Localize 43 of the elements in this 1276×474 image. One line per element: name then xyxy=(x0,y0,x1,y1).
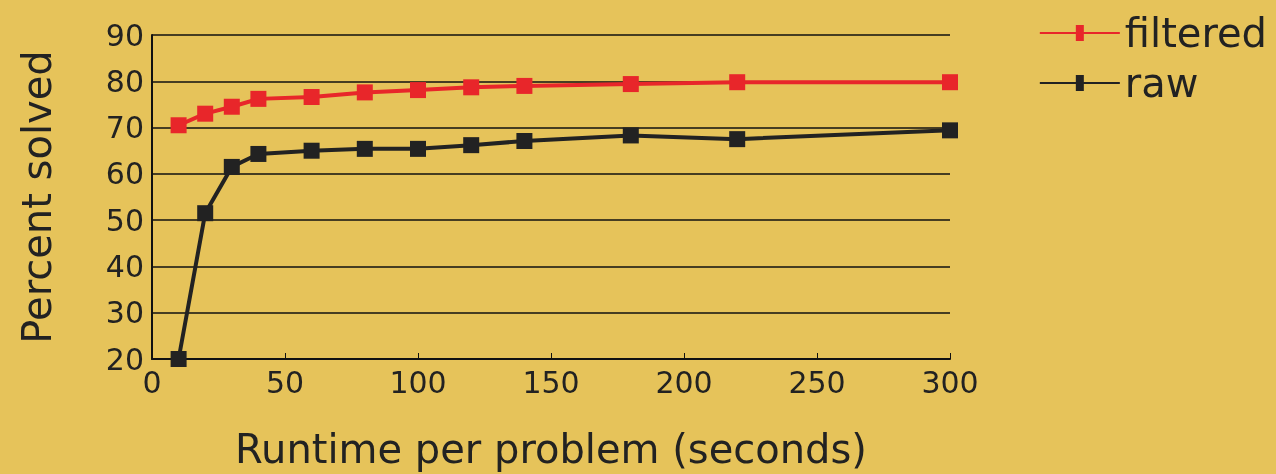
point xyxy=(410,82,426,99)
point xyxy=(942,74,958,91)
y-axis-title: Percent solved xyxy=(14,50,60,344)
x-axis-title: Runtime per problem (seconds) xyxy=(235,426,867,472)
point xyxy=(463,79,480,96)
y-tick-label: 90 xyxy=(105,17,144,53)
point xyxy=(250,90,267,107)
point xyxy=(729,74,746,91)
point xyxy=(250,145,267,162)
point xyxy=(170,117,187,134)
legend-label: raw xyxy=(1124,60,1199,106)
point xyxy=(622,127,639,144)
point xyxy=(410,140,426,157)
x-tick-label: 300 xyxy=(921,364,979,400)
point xyxy=(516,77,533,94)
y-tick-label: 70 xyxy=(105,110,144,146)
x-tick-label: 50 xyxy=(265,364,305,400)
point xyxy=(463,137,480,154)
point xyxy=(303,89,320,106)
point xyxy=(356,140,373,157)
point xyxy=(223,158,240,175)
x-tick-label: 200 xyxy=(655,364,713,400)
x-tick-label: 100 xyxy=(389,364,447,400)
x-tick-label: 150 xyxy=(522,364,580,400)
point xyxy=(170,351,187,367)
y-tick-label: 20 xyxy=(105,341,144,377)
point xyxy=(223,98,240,115)
x-tick-label: 0 xyxy=(142,364,162,400)
y-tick-label: 60 xyxy=(105,156,144,192)
y-tick-label: 50 xyxy=(105,202,144,238)
x-tick-label: 250 xyxy=(788,364,846,400)
point xyxy=(622,76,639,93)
legend-label: filtered xyxy=(1124,10,1267,56)
point xyxy=(197,205,214,222)
y-tick-label: 30 xyxy=(105,295,144,331)
point xyxy=(303,142,320,159)
point xyxy=(516,132,533,149)
y-tick-label: 80 xyxy=(105,63,144,99)
point xyxy=(729,131,746,148)
point xyxy=(356,84,373,101)
y-tick-label: 40 xyxy=(105,248,144,284)
point xyxy=(942,122,958,139)
point xyxy=(197,105,214,122)
